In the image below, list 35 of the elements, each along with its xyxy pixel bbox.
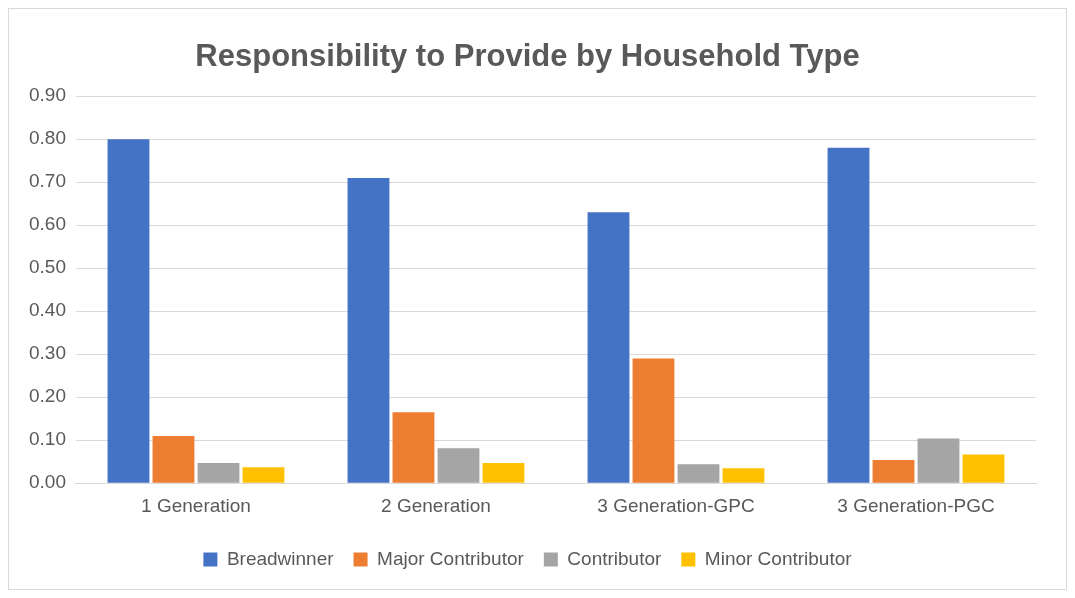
y-tick-label: 0.40 <box>29 299 66 321</box>
legend-label: Minor Contributor <box>704 547 853 569</box>
x-tick-label: 3 Generation-PGC <box>837 494 995 516</box>
bar <box>962 454 1005 483</box>
bar <box>722 468 765 483</box>
x-tick-label: 1 Generation <box>141 494 251 516</box>
y-tick-label: 0.60 <box>29 213 66 235</box>
bar <box>482 462 525 483</box>
bar <box>632 358 675 483</box>
y-tick-label: 0.10 <box>29 428 66 450</box>
bar <box>107 139 150 483</box>
y-tick-label: 0.70 <box>29 170 66 192</box>
bar <box>587 212 630 483</box>
bar <box>152 435 195 483</box>
y-tick-label: 0.80 <box>29 127 66 149</box>
bar <box>677 464 720 483</box>
bar <box>392 412 435 483</box>
y-tick-label: 0.00 <box>29 471 66 493</box>
y-tick-label: 0.90 <box>29 84 66 106</box>
legend-label: Contributor <box>567 547 662 569</box>
bar <box>197 462 240 483</box>
y-tick-label: 0.30 <box>29 342 66 364</box>
bar <box>917 438 960 483</box>
bar <box>827 147 870 483</box>
legend-label: Major Contributor <box>377 547 525 569</box>
chart-title: Responsibility to Provide by Household Type <box>195 38 860 74</box>
x-tick-label: 2 Generation <box>381 494 491 516</box>
bar <box>872 459 915 483</box>
y-tick-label: 0.50 <box>29 256 66 278</box>
legend-label: Breadwinner <box>226 547 335 569</box>
y-tick-label: 0.20 <box>29 385 66 407</box>
bar <box>242 467 285 483</box>
x-tick-label: 3 Generation-GPC <box>597 494 755 516</box>
bar <box>437 448 480 483</box>
bar <box>347 177 390 483</box>
